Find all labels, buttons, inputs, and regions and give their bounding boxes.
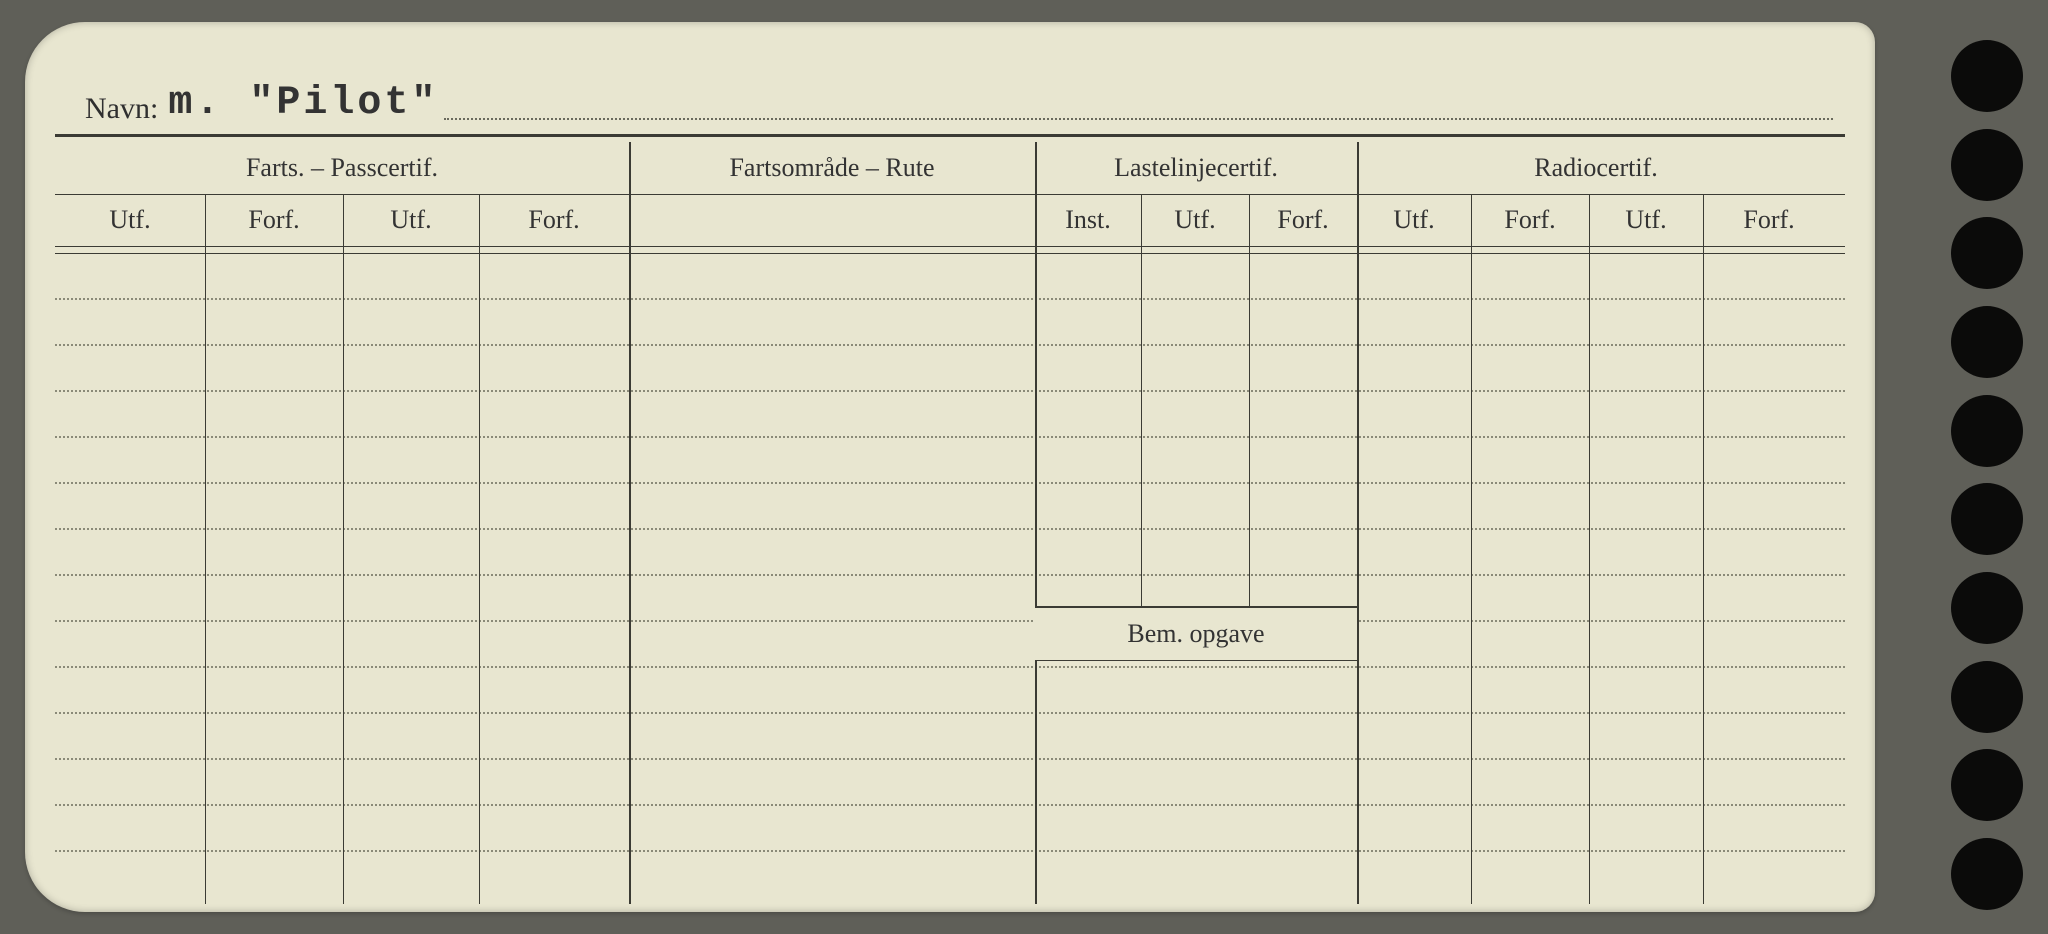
farts-col-0: Utf. (55, 194, 205, 246)
hole-icon (1951, 749, 2023, 821)
header-double-rule (55, 246, 1845, 254)
radio-col-2: Utf. (1589, 194, 1703, 246)
table-row (55, 438, 1845, 484)
hole-icon (1951, 572, 2023, 644)
index-card: Navn: m. "Pilot" Farts. – Passcertif. Fa… (25, 22, 1875, 912)
table-row (55, 576, 1845, 622)
last-col-1: Utf. (1141, 194, 1249, 246)
vline-section-3 (1357, 142, 1359, 904)
table-row (55, 484, 1845, 530)
header-row-1: Farts. – Passcertif. Fartsområde – Rute … (55, 142, 1845, 194)
navn-label: Navn: (85, 92, 158, 126)
last-col-0: Inst. (1035, 194, 1141, 246)
bem-opgave-label: Bem. opgave (1127, 619, 1264, 649)
vline-radio-2 (1589, 194, 1590, 904)
radio-col-3: Forf. (1703, 194, 1835, 246)
table-row (55, 668, 1845, 714)
vline-section-2 (1035, 142, 1037, 904)
hole-icon (1951, 306, 2023, 378)
table-row (55, 806, 1845, 852)
vline-farts-1 (205, 194, 206, 904)
section-radio-title: Radiocertif. (1357, 142, 1835, 194)
table-row (55, 346, 1845, 392)
top-rule (55, 134, 1845, 137)
rute-col-blank (629, 194, 1035, 246)
header-row-2: Utf. Forf. Utf. Forf. Inst. Utf. Forf. U… (55, 194, 1845, 246)
table-row (55, 254, 1845, 300)
vline-radio-1 (1471, 194, 1472, 904)
section-farts-title: Farts. – Passcertif. (55, 142, 629, 194)
vline-radio-3 (1703, 194, 1704, 904)
hole-icon (1951, 129, 2023, 201)
farts-col-1: Forf. (205, 194, 343, 246)
last-col-2: Forf. (1249, 194, 1357, 246)
table-row (55, 852, 1845, 896)
vline-last-1 (1141, 194, 1142, 606)
section-rute-title: Fartsområde – Rute (629, 142, 1035, 194)
table-body (55, 254, 1845, 904)
table-row (55, 392, 1845, 438)
section-last-title: Lastelinjecertif. (1035, 142, 1357, 194)
table-row (55, 622, 1845, 668)
table: Farts. – Passcertif. Fartsområde – Rute … (55, 142, 1845, 904)
vline-farts-3 (479, 194, 480, 904)
farts-col-2: Utf. (343, 194, 479, 246)
bem-opgave-header: Bem. opgave (1035, 606, 1357, 660)
hole-icon (1951, 40, 2023, 112)
navn-value: m. "Pilot" (168, 81, 438, 126)
navn-field: Navn: m. "Pilot" (85, 66, 1835, 126)
punch-holes (1951, 40, 2023, 910)
radio-col-1: Forf. (1471, 194, 1589, 246)
table-row (55, 760, 1845, 806)
hole-icon (1951, 395, 2023, 467)
farts-col-3: Forf. (479, 194, 629, 246)
table-row (55, 530, 1845, 576)
navn-underline (444, 118, 1833, 120)
table-row (55, 300, 1845, 346)
vline-last-2 (1249, 194, 1250, 606)
hole-icon (1951, 483, 2023, 555)
radio-col-0: Utf. (1357, 194, 1471, 246)
hole-icon (1951, 217, 2023, 289)
vline-section-1 (629, 142, 631, 904)
table-row (55, 714, 1845, 760)
hole-icon (1951, 838, 2023, 910)
hole-icon (1951, 661, 2023, 733)
bem-inner-line (1035, 660, 1357, 661)
vline-farts-2 (343, 194, 344, 904)
